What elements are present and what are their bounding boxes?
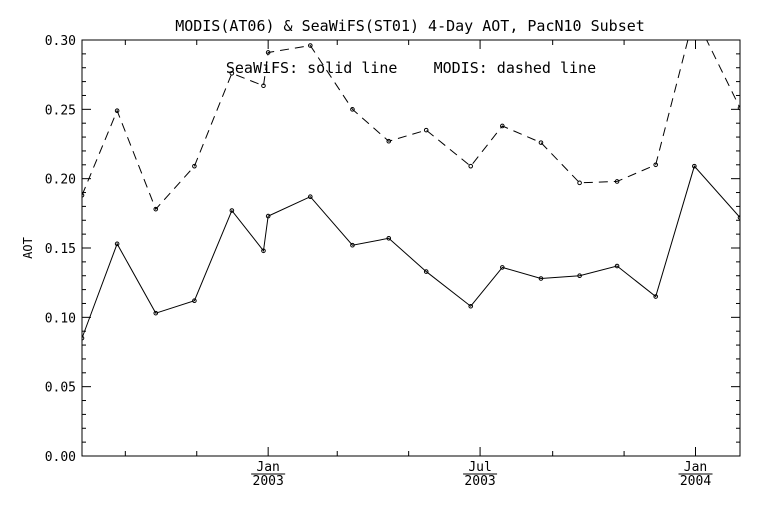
data-point [693,13,697,17]
data-point [192,298,197,303]
x-tick-year-label: 2004 [680,474,711,489]
series-modis [82,13,740,212]
data-point [114,108,120,114]
data-point [114,241,120,247]
data-point [229,208,235,213]
data-point [386,138,392,144]
data-point [577,273,582,279]
data-point [468,163,474,169]
y-tick-label: 0.10 [45,311,76,326]
data-point [653,294,659,299]
x-tick-year-label: 2003 [464,474,495,489]
data-point [229,70,235,76]
y-tick-label: 0.15 [45,242,76,257]
data-point [82,335,85,341]
data-point [423,269,429,274]
y-axis-ticks: 0.00 0.05 0.10 0.15 0.20 0.25 0.30 [45,34,740,465]
data-point [423,127,429,133]
data-point [386,235,392,241]
x-tick-month-label: Jan [256,460,279,475]
data-point [538,276,544,281]
data-point [500,265,505,270]
y-tick-label: 0.30 [45,34,76,49]
data-point [538,140,544,145]
data-point [653,162,659,168]
data-point [153,310,159,316]
data-point [308,43,313,48]
data-point [261,83,266,89]
minor-ticks [124,40,625,456]
data-point [265,50,271,55]
x-tick-year-label: 2003 [253,474,284,489]
series-seawifs [82,163,740,341]
series-line-seawifs [82,165,740,339]
data-point [261,248,266,254]
y-axis-label: AOT [21,237,35,259]
chart-title: MODIS(AT06) & SeaWiFS(ST01) 4-Day AOT, P… [175,17,645,35]
series-line-modis [82,40,740,211]
data-point [692,163,697,169]
x-tick-month-label: Jan [684,460,707,475]
data-point [308,194,313,199]
data-point [350,242,355,248]
y-tick-label: 0.20 [45,173,76,188]
plot-frame [81,39,741,457]
y-tick-label: 0.25 [45,103,76,118]
data-point [153,206,159,212]
data-point [468,303,474,309]
data-point [82,193,85,198]
data-point [737,215,740,220]
x-tick-month-label: Jul [468,460,491,475]
legend-note: SeaWiFS: solid line MODIS: dashed line [226,59,596,77]
data-point [614,263,620,269]
series-group [82,13,740,341]
data-point [737,105,740,111]
data-point [265,213,271,219]
y-tick-label: 0.00 [45,450,76,465]
y-tick-label: 0.05 [45,381,76,396]
data-point [577,180,582,186]
data-point [192,163,197,169]
data-point [614,179,620,184]
data-point [500,123,505,129]
data-point [350,107,355,112]
